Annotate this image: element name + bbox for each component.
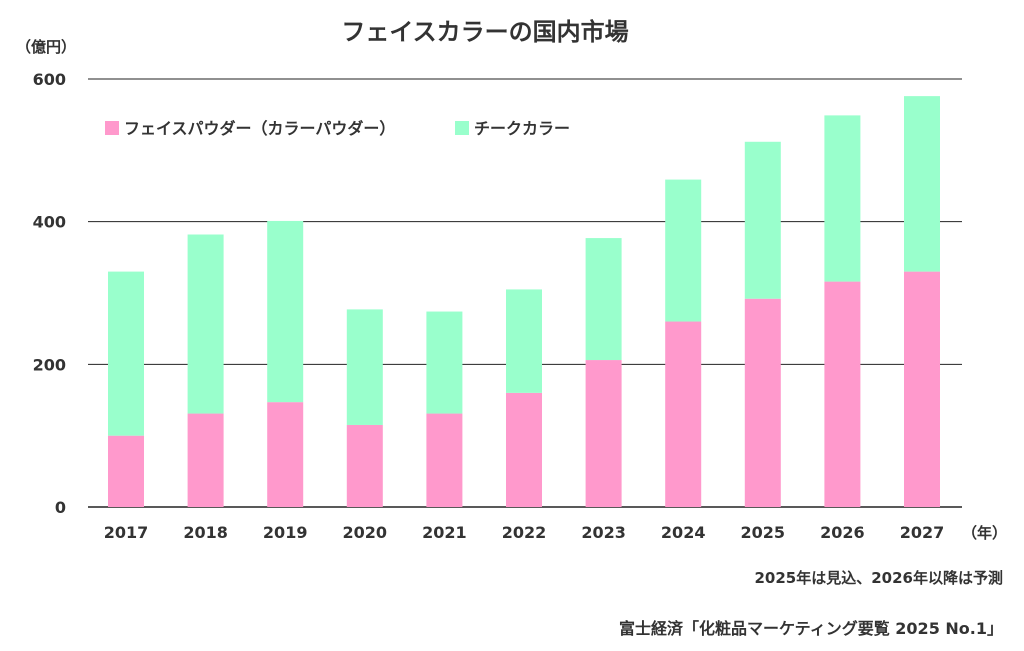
bar-face-powder-2019	[267, 402, 304, 507]
bar-cheek-color-2017	[108, 271, 144, 436]
y-tick-label: 200	[33, 355, 66, 374]
bar-cheek-color-2025	[744, 141, 781, 299]
x-tick-label: 2025	[741, 523, 786, 542]
x-tick-label: 2022	[502, 523, 547, 542]
y-axis-unit: （億円）	[16, 38, 76, 56]
bar-cheek-color-2024	[665, 179, 702, 322]
bar-face-powder-2022	[506, 392, 542, 507]
bar-face-powder-2017	[108, 435, 144, 507]
x-tick-label: 2017	[104, 523, 149, 542]
bar-cheek-color-2021	[426, 311, 463, 414]
y-axis-ticks: 0 200 400 600	[33, 70, 66, 517]
bar-face-powder-2020	[346, 424, 383, 507]
x-tick-label: 2027	[900, 523, 945, 542]
x-tick-label: 2019	[263, 523, 308, 542]
bar-face-powder-2018	[187, 413, 224, 507]
bar-cheek-color-2020	[346, 309, 383, 425]
bar-cheek-color-2019	[267, 220, 304, 403]
x-tick-label: 2026	[820, 523, 865, 542]
bar-face-powder-2026	[824, 281, 861, 507]
x-tick-label: 2018	[183, 523, 228, 542]
bar-face-powder-2024	[665, 321, 702, 507]
forecast-note: 2025年は見込、2026年以降は予測	[755, 569, 1004, 587]
legend-label-face-powder: フェイスパウダー（カラーパウダー）	[124, 119, 395, 138]
y-tick-label: 600	[33, 70, 66, 89]
bar-face-powder-2027	[904, 271, 940, 507]
legend-swatch-cheek-color	[455, 121, 469, 135]
y-tick-label: 0	[55, 498, 66, 517]
bar-cheek-color-2026	[824, 115, 861, 282]
x-axis-unit: （年）	[962, 524, 1007, 542]
legend-swatch-face-powder	[105, 121, 119, 135]
x-axis-ticks: 2017 2018 2019 2020 2021 2022 2023 2024 2025 2026…	[104, 523, 945, 542]
x-tick-label: 2023	[581, 523, 626, 542]
bar-face-powder-2025	[744, 298, 781, 507]
legend-label-cheek-color: チークカラー	[474, 119, 570, 138]
bar-face-powder-2023	[585, 360, 622, 507]
legend: フェイスパウダー（カラーパウダー） チークカラー	[105, 119, 570, 138]
source-note: 富士経済「化粧品マーケティング要覧 2025 No.1」	[619, 619, 1003, 638]
y-tick-label: 400	[33, 213, 66, 232]
bar-cheek-color-2027	[904, 96, 940, 272]
chart-title: フェイスカラーの国内市場	[341, 18, 628, 46]
bar-cheek-color-2018	[187, 234, 224, 414]
bar-cheek-color-2023	[585, 238, 622, 361]
x-tick-label: 2020	[343, 523, 388, 542]
x-tick-label: 2021	[422, 523, 467, 542]
bar-cheek-color-2022	[506, 289, 542, 393]
bars	[108, 96, 940, 507]
bar-face-powder-2021	[426, 413, 463, 507]
x-tick-label: 2024	[661, 523, 706, 542]
